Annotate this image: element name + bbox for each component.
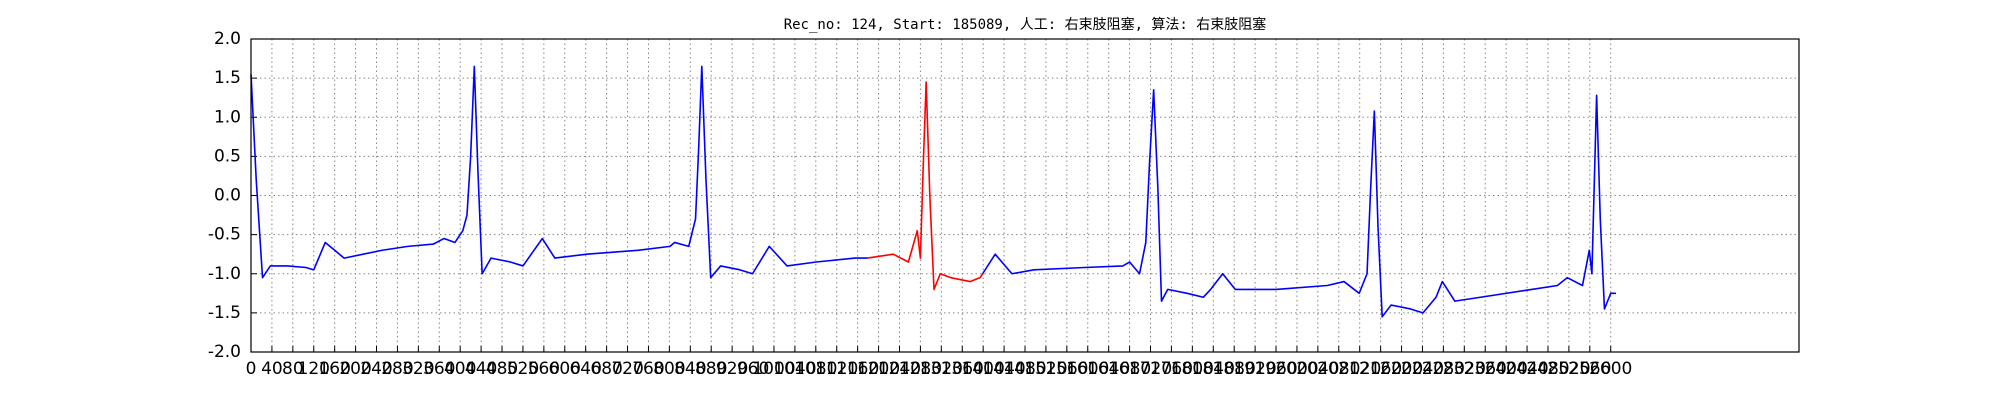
ecg-line: [250, 65, 1616, 318]
x-tick-label: 2520: [1547, 359, 1590, 379]
x-tick-label: 1240: [878, 359, 921, 379]
plot-frame: [250, 38, 1800, 353]
x-tick-label: 320: [402, 359, 434, 379]
x-tick-label: 2320: [1443, 359, 1486, 379]
x-tick-label: 200: [339, 359, 371, 379]
x-tick-label: 880: [695, 359, 727, 379]
x-tick-label: 480: [486, 359, 518, 379]
x-tick-label: 2480: [1526, 359, 1569, 379]
x-tick-label: 280: [381, 359, 413, 379]
x-tick-label: 2000: [1275, 359, 1318, 379]
x-tick-label: 2120: [1338, 359, 1381, 379]
x-tick-label: 520: [507, 359, 539, 379]
x-tick-label: 160: [318, 359, 350, 379]
x-tick-label: 2600: [1589, 359, 1632, 379]
x-tick-label: 920: [716, 359, 748, 379]
x-tick-label: 80: [282, 359, 304, 379]
x-tick-label: 1800: [1171, 359, 1214, 379]
x-tick-label: 120: [298, 359, 330, 379]
x-tick-label: 640: [569, 359, 601, 379]
x-tick-label: 360: [423, 359, 455, 379]
ecg-line: [867, 81, 984, 291]
x-tick-label: 2280: [1422, 359, 1465, 379]
x-tick-label: 1760: [1150, 359, 1193, 379]
x-tick-label: 1600: [1066, 359, 1109, 379]
x-tick-label: 2560: [1568, 359, 1611, 379]
y-tick-label: 0.0: [214, 186, 241, 206]
y-tick-label: -1.5: [208, 303, 241, 323]
x-tick-label: 1840: [1192, 359, 1235, 379]
x-tick-label: 720: [611, 359, 643, 379]
x-tick-label: 1280: [899, 359, 942, 379]
chart-title: Rec_no: 124, Start: 185089, 人工: 右束肢阻塞, 算…: [784, 16, 1267, 33]
x-tick-label: 1520: [1024, 359, 1067, 379]
y-tick-label: 1.5: [214, 68, 241, 88]
x-tick-label: 2080: [1317, 359, 1360, 379]
x-tick-label: 0: [246, 359, 257, 379]
x-tick-label: 1440: [982, 359, 1025, 379]
x-tick-label: 1640: [1087, 359, 1130, 379]
x-tick-label: 1120: [815, 359, 858, 379]
x-tick-label: 760: [632, 359, 664, 379]
x-tick-label: 1480: [1003, 359, 1046, 379]
x-tick-label: 1040: [773, 359, 816, 379]
x-tick-label: 2160: [1359, 359, 1402, 379]
x-tick-label: 1360: [941, 359, 984, 379]
x-tick-label: 2360: [1464, 359, 1507, 379]
x-tick-label: 1920: [1233, 359, 1276, 379]
x-tick-label: 560: [528, 359, 560, 379]
x-tick-label: 1720: [1129, 359, 1172, 379]
y-tick-label: 1.0: [214, 107, 241, 127]
x-tick-label: 1080: [794, 359, 837, 379]
x-tick-label: 400: [444, 359, 476, 379]
x-tick-label: 2040: [1296, 359, 1339, 379]
x-tick-label: 2200: [1380, 359, 1423, 379]
x-tick-label: 1160: [836, 359, 879, 379]
x-tick-label: 1880: [1213, 359, 1256, 379]
x-tick-label: 1200: [857, 359, 900, 379]
y-tick-label: -2.0: [208, 342, 241, 362]
x-tick-label: 2240: [1401, 359, 1444, 379]
x-tick-label: 800: [653, 359, 685, 379]
x-tick-label: 840: [674, 359, 706, 379]
x-tick-label: 960: [737, 359, 769, 379]
y-tick-label: -1.0: [208, 264, 241, 284]
y-tick-label: 2.0: [214, 29, 241, 49]
x-tick-label: 1680: [1108, 359, 1151, 379]
x-tick-label: 1560: [1045, 359, 1088, 379]
x-tick-label: 1400: [962, 359, 1005, 379]
x-tick-label: 600: [549, 359, 581, 379]
x-tick-label: 440: [465, 359, 497, 379]
x-tick-label: 40: [261, 359, 283, 379]
x-tick-label: 1000: [752, 359, 795, 379]
x-tick-label: 2440: [1505, 359, 1548, 379]
x-tick-label: 2400: [1485, 359, 1528, 379]
y-tick-label: 0.5: [214, 146, 241, 166]
x-tick-label: 1960: [1254, 359, 1297, 379]
y-tick-label: -0.5: [208, 225, 241, 245]
x-tick-label: 1320: [920, 359, 963, 379]
x-tick-label: 680: [590, 359, 622, 379]
x-tick-label: 240: [360, 359, 392, 379]
